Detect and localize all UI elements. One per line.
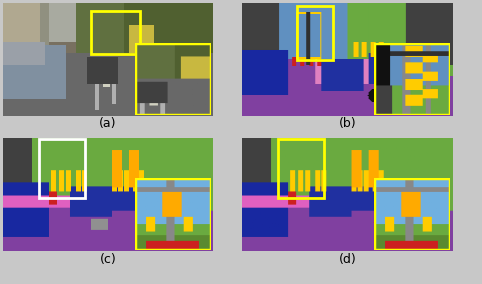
Text: (b): (b) (339, 118, 356, 131)
Bar (39, 139, 85, 198)
Text: (d): (d) (338, 252, 356, 266)
Bar (297, 6, 333, 60)
Text: (a): (a) (99, 118, 117, 131)
Bar (278, 139, 324, 198)
Bar (91, 11, 139, 54)
Text: (c): (c) (100, 252, 116, 266)
